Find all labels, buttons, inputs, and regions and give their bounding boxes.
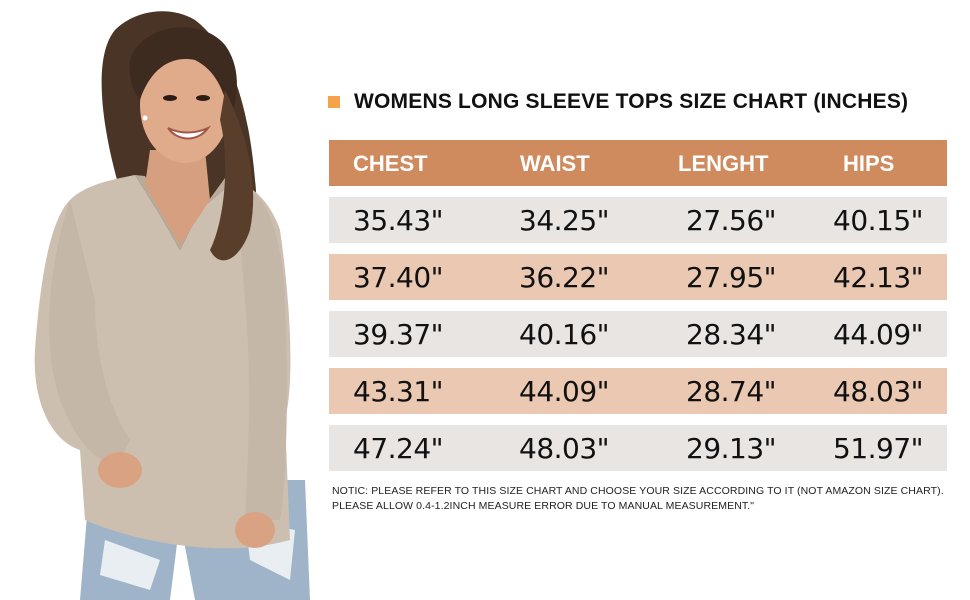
cell-waist: 40.16": [519, 318, 610, 351]
cell-hips: 48.03": [833, 375, 924, 408]
cell-waist: 44.09": [519, 375, 610, 408]
cell-length: 27.95": [686, 261, 777, 294]
table-row: 37.40" 36.22" 27.95" 42.13": [329, 254, 947, 300]
cell-waist: 36.22": [519, 261, 610, 294]
header-hips: HIPS: [843, 151, 895, 176]
cell-chest: 39.37": [353, 318, 444, 351]
cell-hips: 51.97": [833, 432, 924, 465]
cell-length: 29.13": [686, 432, 777, 465]
chart-title-row: WOMENS LONG SLEEVE TOPS SIZE CHART (INCH…: [328, 88, 908, 116]
orange-square-icon: [328, 96, 340, 108]
size-chart-header: CHEST WAIST LENGHT HIPS: [329, 140, 947, 186]
cell-hips: 42.13": [833, 261, 924, 294]
cell-waist: 48.03": [519, 432, 610, 465]
cell-length: 28.74": [686, 375, 777, 408]
header-waist: WAIST: [520, 151, 590, 176]
cell-chest: 47.24": [353, 432, 444, 465]
chart-title: WOMENS LONG SLEEVE TOPS SIZE CHART (INCH…: [354, 90, 909, 113]
cell-length: 28.34": [686, 318, 777, 351]
cell-chest: 43.31": [353, 375, 444, 408]
note-line-1: NOTIC: PLEASE REFER TO THIS SIZE CHART A…: [332, 485, 944, 497]
header-chest: CHEST: [353, 151, 428, 176]
model-illustration: [34, 11, 310, 600]
cell-length: 27.56": [686, 204, 777, 237]
table-row: 39.37" 40.16" 28.34" 44.09": [329, 311, 947, 357]
table-row: 43.31" 44.09" 28.74" 48.03": [329, 368, 947, 414]
note-line-2: PLEASE ALLOW 0.4-1.2INCH MEASURE ERROR D…: [332, 500, 755, 512]
size-note: NOTIC: PLEASE REFER TO THIS SIZE CHART A…: [332, 484, 962, 514]
table-row: 35.43" 34.25" 27.56" 40.15": [329, 197, 947, 243]
cell-chest: 35.43": [353, 204, 444, 237]
model-photo: [20, 0, 320, 600]
table-row: 47.24" 48.03" 29.13" 51.97": [329, 425, 947, 471]
cell-chest: 37.40": [353, 261, 444, 294]
cell-hips: 44.09": [833, 318, 924, 351]
cell-hips: 40.15": [833, 204, 924, 237]
cell-waist: 34.25": [519, 204, 610, 237]
header-length: LENGHT: [678, 151, 769, 176]
